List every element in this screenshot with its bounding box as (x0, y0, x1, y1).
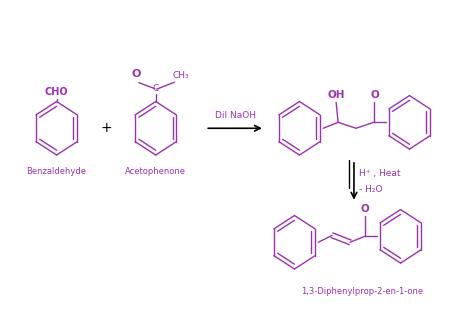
Text: Acetophenone: Acetophenone (125, 167, 186, 176)
Text: O: O (131, 69, 141, 79)
Text: - H₂O: - H₂O (359, 185, 383, 194)
Text: OH: OH (328, 90, 345, 100)
Text: CHO: CHO (45, 86, 68, 97)
Text: Benzaldehyde: Benzaldehyde (27, 167, 87, 176)
Text: +: + (100, 121, 112, 135)
Text: CH₃: CH₃ (172, 71, 189, 80)
Text: 1,3-Diphenylprop-2-en-1-one: 1,3-Diphenylprop-2-en-1-one (301, 287, 423, 296)
Text: Dil NaOH: Dil NaOH (215, 111, 255, 120)
Text: O: O (370, 90, 379, 100)
Text: H⁺ , Heat: H⁺ , Heat (359, 169, 401, 178)
Text: C: C (153, 84, 159, 93)
Text: O: O (361, 204, 369, 213)
